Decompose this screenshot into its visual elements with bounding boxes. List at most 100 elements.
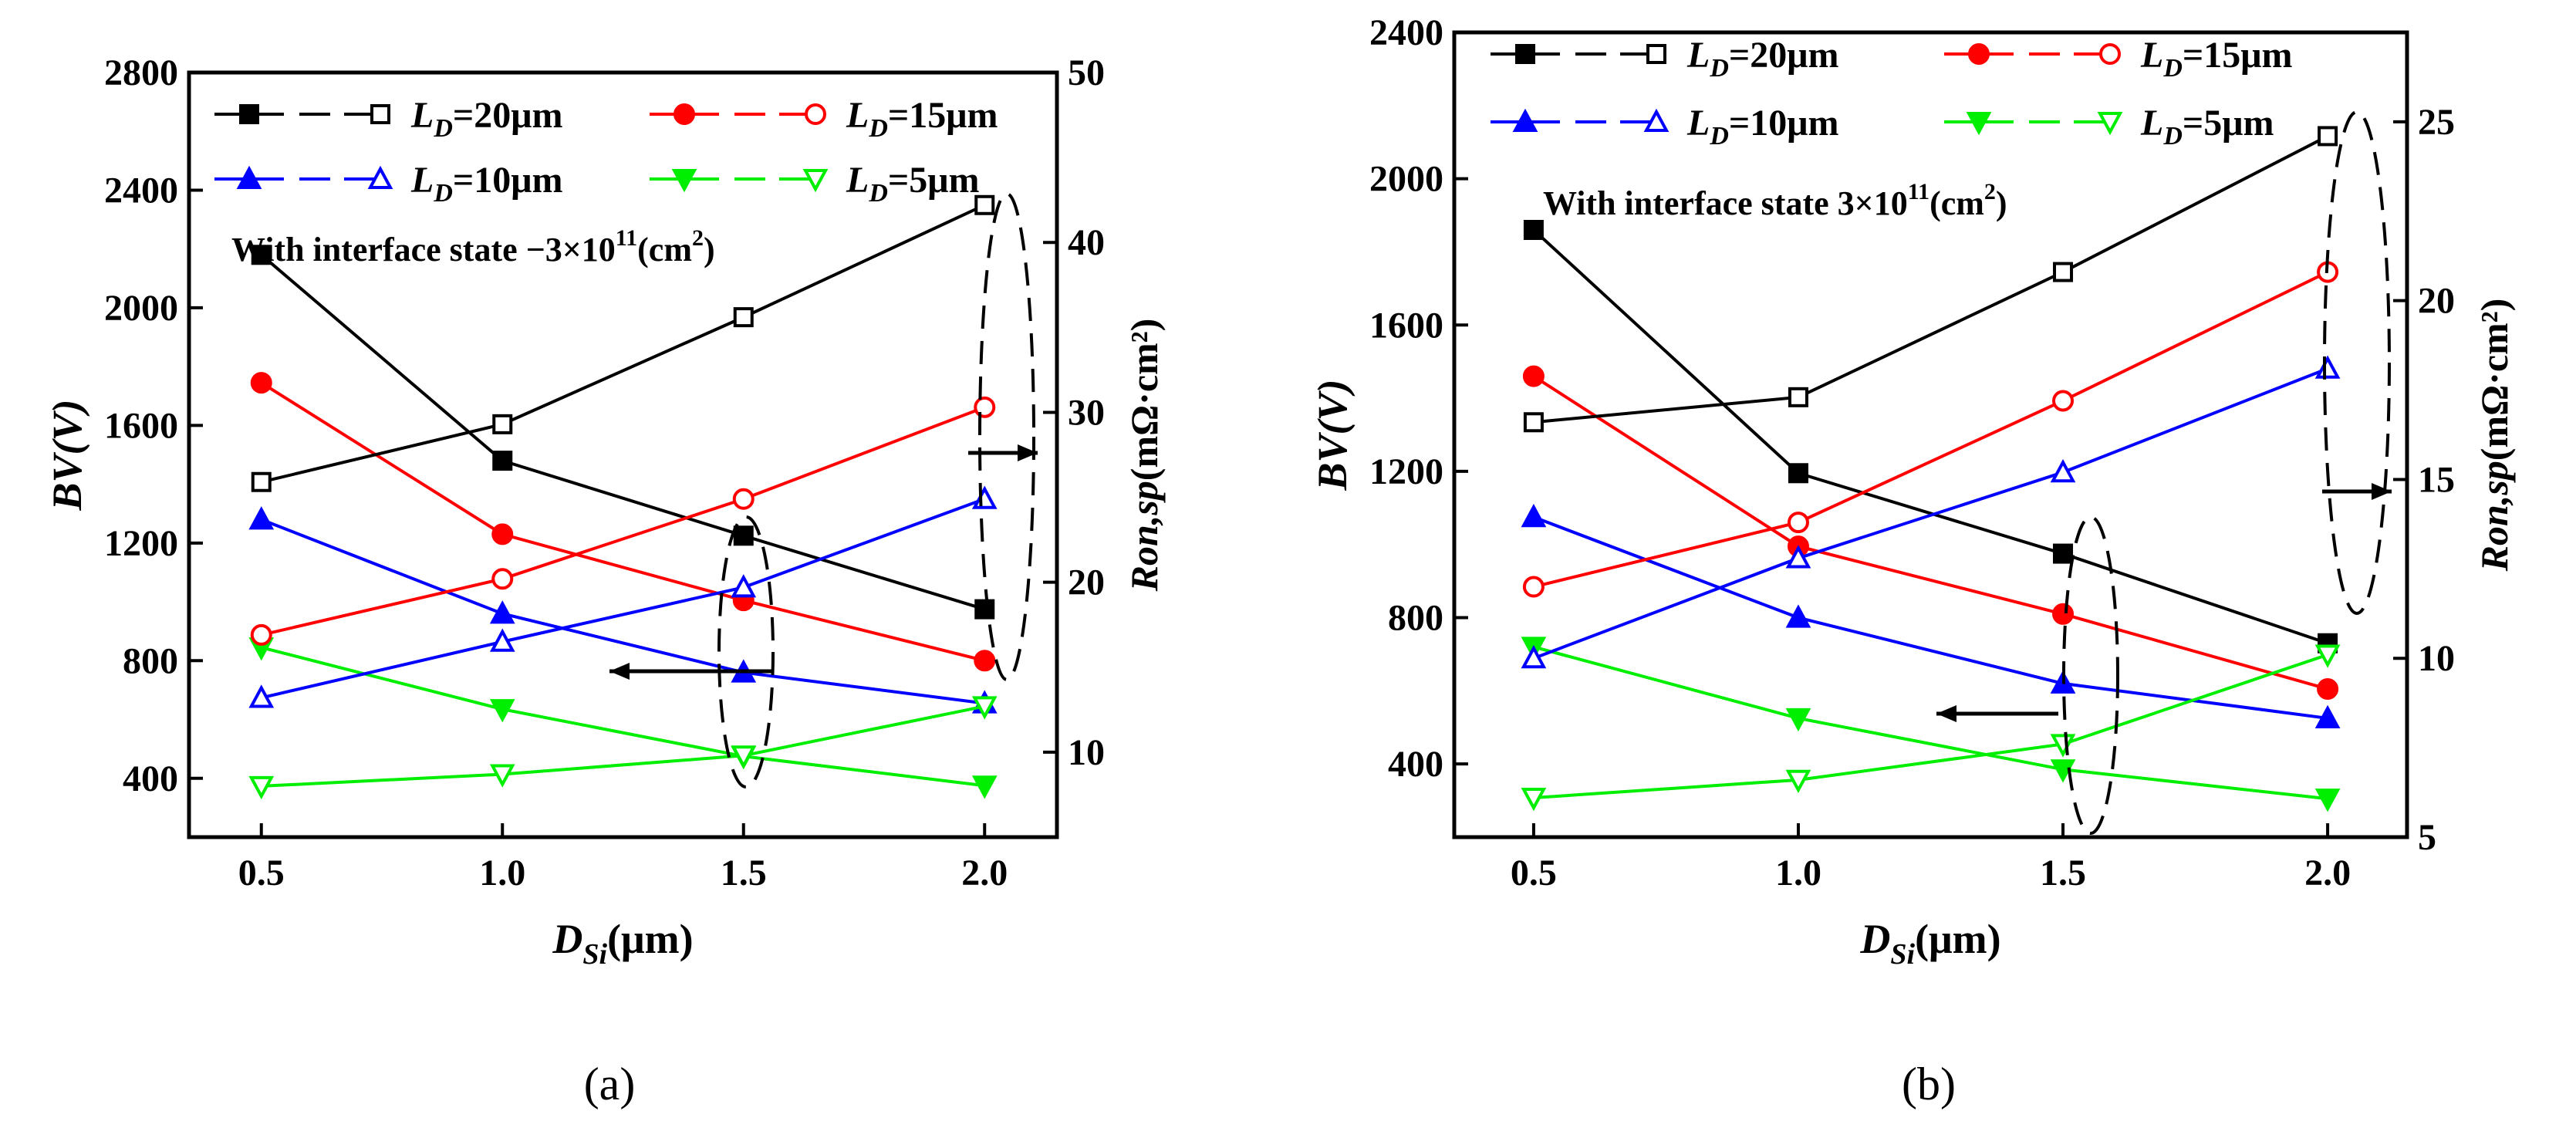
legend-label: LD=5μm	[2140, 103, 2274, 150]
plot-frame	[187, 70, 1059, 839]
series-line-left-0	[260, 253, 985, 611]
data-point-right-7-0	[248, 775, 275, 800]
data-point-left-1-0	[250, 372, 272, 394]
legend-marker-open	[1646, 44, 1666, 64]
data-point-left-2-0	[1521, 503, 1547, 528]
legend-item: LD=15μm	[650, 95, 998, 143]
x-tick-label: 1.0	[1775, 853, 1821, 893]
series-line-right-6	[1533, 366, 2328, 660]
annotation-unit: (cm	[637, 231, 692, 268]
legend-marker-open	[2099, 43, 2121, 65]
y-right-tick-label: 5	[2418, 817, 2436, 858]
legend-label-sub: D	[433, 114, 453, 143]
data-point-left-2-1	[489, 600, 515, 624]
x-tick-label: 1.0	[479, 853, 525, 893]
data-point-right-4-0	[1523, 412, 1544, 433]
annotation-unit-exponent: 2	[692, 225, 704, 251]
legend-marker-filled	[671, 168, 697, 193]
legend-marker-filled	[1515, 44, 1535, 64]
y-left-tick-label: 2000	[1369, 159, 1443, 200]
legend-label: LD=20μm	[1686, 35, 1838, 83]
y-right-tick-label: 25	[2418, 102, 2455, 143]
y-right-tick-label: 10	[2418, 638, 2455, 679]
data-point-left-0-0	[1523, 220, 1544, 241]
legend-label-sub: D	[868, 179, 888, 208]
chart-panel-a: 0.5 1.0 1.5 2.0 400 800 1200 1600 2000 2400 2800 10…	[44, 52, 1166, 1109]
legend-label-main: L	[1686, 103, 1710, 144]
x-axis-label-sub: Si	[582, 938, 607, 971]
data-point-right-4-2	[733, 307, 754, 328]
annotation-text: With interface state −3×1011(cm2)	[231, 225, 715, 268]
dashed-ellipse	[978, 192, 1035, 681]
data-point-right-6-2	[2050, 458, 2076, 483]
y-right-axis-label-main: R	[1123, 566, 1166, 592]
data-point-right-5-3	[974, 396, 996, 418]
legend-label: LD=10μm	[410, 160, 562, 208]
legend-label-main: L	[410, 160, 434, 201]
data-point-left-1-1	[491, 523, 514, 545]
data-point-right-7-1	[1785, 769, 1811, 794]
y-left-tick-label: 2000	[104, 288, 178, 329]
legend-marker-open	[2097, 111, 2123, 136]
legend-label-sub: D	[868, 114, 888, 143]
y-right-tick-label: 15	[2418, 459, 2455, 500]
data-point-right-5-1	[1787, 512, 1809, 534]
arrow-head	[1018, 444, 1038, 461]
data-point-right-4-3	[2318, 126, 2338, 147]
legend-marker-filled	[1966, 111, 1992, 136]
panel-label: (b)	[1902, 1059, 1956, 1109]
data-point-right-5-2	[732, 488, 755, 510]
legend-label-sub: D	[2162, 122, 2183, 150]
legend-label-sub: D	[1709, 122, 1729, 150]
data-point-right-6-3	[971, 485, 998, 509]
data-point-right-7-2	[731, 745, 757, 769]
legend-label-rest: =20μm	[453, 95, 563, 136]
annotation-text: With interface state 3×1011(cm2)	[1543, 179, 2007, 222]
series-line-right-5	[261, 405, 985, 637]
y-right-axis-label-sub: on,sp	[1123, 481, 1166, 566]
legend-marker-filled	[239, 104, 259, 124]
data-point-left-0-1	[1788, 463, 1808, 484]
legend-item: LD=15μm	[1944, 35, 2292, 83]
y-left-axis-label: BV(V)	[1309, 379, 1356, 491]
data-point-right-4-1	[1788, 387, 1808, 407]
data-point-right-7-1	[489, 764, 515, 788]
x-axis-label: DSi(μm)	[1859, 916, 2000, 971]
x-tick-label: 0.5	[1511, 853, 1557, 893]
legend-label-main: L	[1686, 35, 1710, 76]
legend-item: LD=20μm	[1491, 35, 1838, 83]
data-point-left-1-3	[974, 650, 996, 672]
y-right-tick-label: 10	[1068, 732, 1105, 773]
data-point-right-6-0	[1521, 645, 1547, 669]
legend-label: LD=5μm	[846, 160, 979, 208]
y-right-axis-label-unit: (mΩ·cm²)	[2473, 299, 2516, 461]
data-point-right-4-0	[251, 471, 272, 492]
y-left-axis-label: BV(V)	[44, 399, 90, 511]
data-point-left-2-0	[248, 506, 275, 530]
legend-label-main: L	[2140, 35, 2163, 76]
annotation-close: )	[1996, 184, 2007, 222]
data-point-left-0-2	[733, 525, 754, 546]
legend-label-rest: =10μm	[1729, 103, 1839, 144]
data-point-right-5-2	[2052, 390, 2075, 412]
data-point-left-3-1	[489, 699, 515, 723]
y-left-tick-label: 1600	[1369, 305, 1443, 346]
legend-item: LD=10μm	[1491, 103, 1838, 150]
series-line-right-5	[1533, 270, 2328, 589]
x-tick-label: 2.0	[2304, 853, 2351, 893]
chart-panel-b: 0.5 1.0 1.5 2.0 400 800 1200 1600 2000 2400 5 10 15 2…	[1309, 12, 2516, 1109]
annotation-unit-exponent: 2	[1984, 179, 1996, 204]
legend-label-sub: D	[2162, 54, 2183, 83]
legend-label: LD=15μm	[846, 95, 998, 143]
y-left-tick-label: 1200	[104, 523, 178, 564]
data-point-right-7-0	[1521, 787, 1547, 812]
x-tick-label: 0.5	[238, 853, 285, 893]
data-point-left-1-0	[1522, 365, 1545, 387]
y-right-axis-label-sub: on,sp	[2473, 461, 2516, 545]
legend-label: LD=10μm	[1686, 103, 1838, 150]
y-right-tick-label: 50	[1068, 52, 1105, 93]
arrow-head	[2372, 483, 2392, 500]
x-tick-label: 1.5	[721, 853, 767, 893]
x-axis-label-main: D	[552, 916, 582, 962]
y-left-tick-label: 2400	[1369, 12, 1443, 53]
